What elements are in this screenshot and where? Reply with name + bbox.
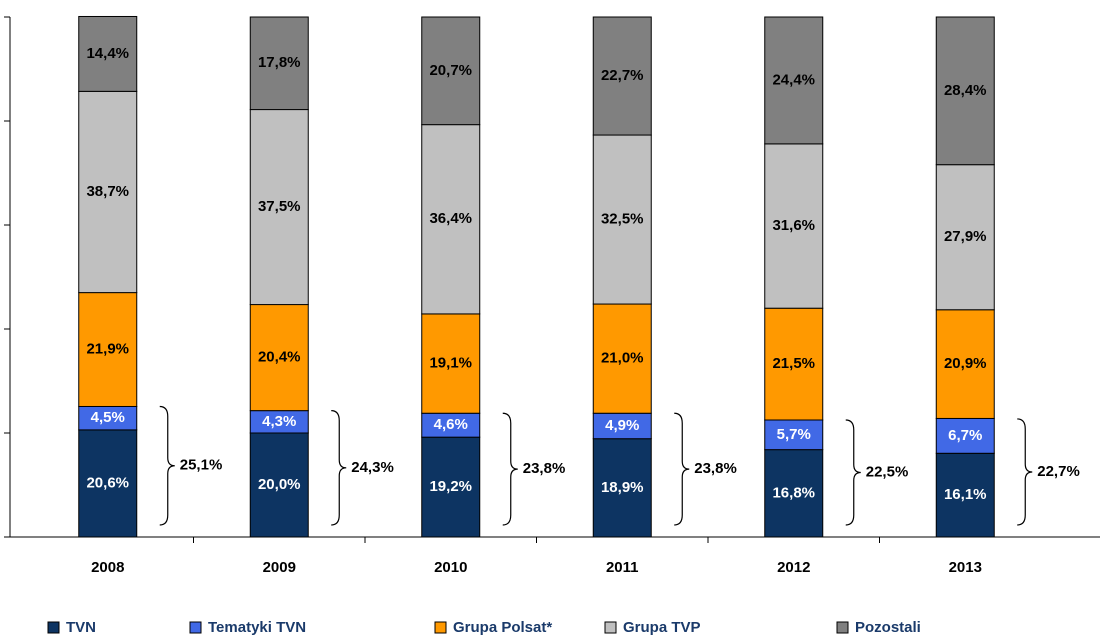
x-tick-label: 2011: [606, 559, 639, 576]
value-label: 20,4%: [258, 349, 301, 366]
legend-swatch: [47, 621, 60, 634]
value-label: 38,7%: [86, 183, 129, 200]
brace: [331, 410, 347, 526]
bar-segment: [78, 90, 138, 294]
bar-segment: [592, 412, 652, 440]
value-label: 6,7%: [948, 427, 982, 444]
value-label: 20,6%: [86, 474, 129, 491]
brace: [502, 412, 518, 526]
bar-segment: [592, 134, 652, 305]
brace-label: 25,1%: [180, 457, 223, 474]
legend-label: Pozostali: [855, 619, 921, 636]
bar-segment: [764, 449, 824, 538]
brace-label: 24,3%: [351, 459, 394, 476]
value-label: 22,7%: [601, 67, 644, 84]
value-label: 27,9%: [944, 228, 987, 245]
value-label: 19,1%: [429, 355, 472, 372]
brace-label: 23,8%: [694, 460, 737, 477]
bar-segment: [764, 16, 824, 145]
value-label: 16,8%: [772, 484, 815, 501]
bar-segment: [249, 16, 309, 111]
brace-label: 22,7%: [1037, 463, 1080, 480]
legend-label: Tematyki TVN: [208, 619, 306, 636]
bar-segment: [78, 292, 138, 407]
bar-segment: [935, 164, 995, 311]
value-label: 28,4%: [944, 82, 987, 99]
bar-segment: [249, 304, 309, 412]
value-label: 4,9%: [605, 417, 639, 434]
value-label: 17,8%: [258, 54, 301, 71]
bar-segment: [421, 124, 481, 315]
value-label: 21,0%: [601, 350, 644, 367]
value-label: 36,4%: [429, 210, 472, 227]
legend-label: Grupa TVP: [623, 619, 701, 636]
bar-segment: [592, 303, 652, 414]
x-tick-label: 2013: [949, 559, 982, 576]
brace: [845, 419, 861, 526]
bar-segment: [421, 16, 481, 126]
value-label: 18,9%: [601, 479, 644, 496]
bar-segment: [421, 313, 481, 414]
value-label: 4,5%: [91, 409, 125, 426]
brace-label: 23,8%: [523, 460, 566, 477]
value-label: 21,9%: [86, 341, 129, 358]
brace: [159, 405, 175, 526]
bar-segment: [78, 15, 138, 92]
legend-swatch: [604, 621, 617, 634]
bar-segment: [764, 143, 824, 309]
legend-swatch: [189, 621, 202, 634]
x-tick-label: 2010: [434, 559, 467, 576]
brace: [1017, 418, 1033, 526]
bar-segment: [592, 438, 652, 538]
value-label: 31,6%: [772, 217, 815, 234]
legend-swatch: [434, 621, 447, 634]
x-tick-label: 2009: [263, 559, 296, 576]
brace-label: 22,5%: [866, 463, 909, 480]
bar-segment: [935, 16, 995, 166]
value-label: 24,4%: [772, 71, 815, 88]
value-label: 32,5%: [601, 211, 644, 228]
value-label: 14,4%: [86, 45, 129, 62]
bar-segment: [764, 307, 824, 421]
bar-segment: [935, 417, 995, 454]
value-label: 20,7%: [429, 62, 472, 79]
value-label: 19,2%: [429, 478, 472, 495]
bar-segment: [935, 452, 995, 538]
x-tick-label: 2012: [777, 559, 810, 576]
bar-segment: [592, 16, 652, 136]
legend-label: Grupa Polsat*: [453, 619, 552, 636]
bar-segment: [421, 436, 481, 538]
legend-label: TVN: [66, 619, 96, 636]
value-label: 37,5%: [258, 198, 301, 215]
bar-segment: [78, 429, 138, 538]
bar-segment: [249, 432, 309, 538]
x-tick-label: 2008: [91, 559, 124, 576]
value-label: 21,5%: [772, 355, 815, 372]
value-label: 16,1%: [944, 486, 987, 503]
value-label: 4,3%: [262, 413, 296, 430]
brace: [674, 412, 690, 526]
legend-swatch: [836, 621, 849, 634]
bar-segment: [935, 309, 995, 419]
value-label: 5,7%: [777, 426, 811, 443]
value-label: 4,6%: [434, 416, 468, 433]
value-label: 20,0%: [258, 476, 301, 493]
value-label: 20,9%: [944, 355, 987, 372]
